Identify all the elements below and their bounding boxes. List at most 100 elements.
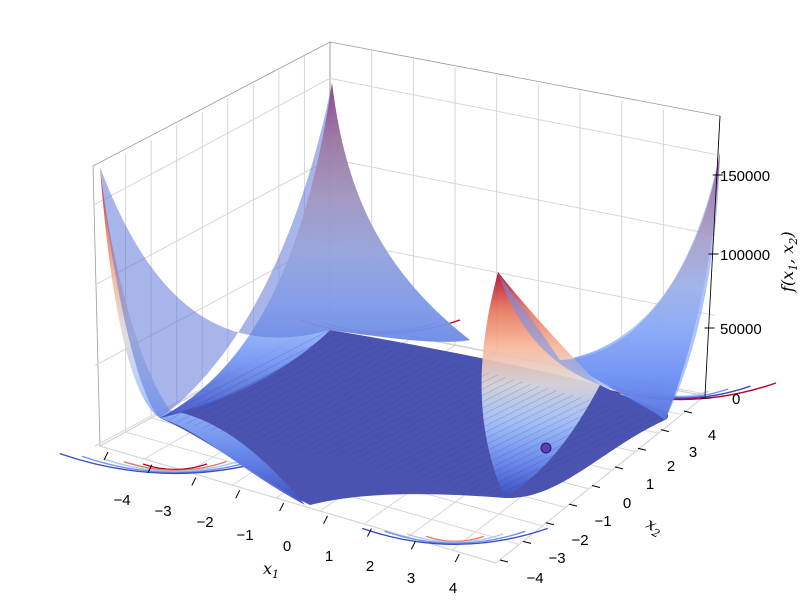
- x-tick-mark: [367, 528, 372, 537]
- surface-wire: [254, 354, 423, 441]
- x-tick-label: 3: [407, 570, 415, 587]
- x-tick-mark: [323, 515, 328, 525]
- surface-wire: [203, 341, 372, 429]
- surface-wire: [341, 377, 506, 461]
- surface-wire: [384, 388, 548, 471]
- surface-wire: [349, 379, 515, 463]
- surface-wire: [418, 397, 582, 479]
- surface-horn-left: [100, 167, 305, 505]
- y-tick-label: 2: [667, 458, 675, 475]
- y-axis-label: x2: [642, 514, 666, 541]
- floor-contour: [361, 527, 549, 546]
- surface-wire: [332, 374, 498, 459]
- surface-wire: [272, 359, 439, 445]
- wall-grid-line: [329, 238, 716, 316]
- z-tick-label: 150000: [720, 168, 770, 185]
- surface-wire: [297, 365, 465, 451]
- x-tick-mark: [103, 451, 109, 461]
- surface-wire: [453, 406, 615, 487]
- surface: [100, 83, 720, 505]
- z-tick-label: 50000: [720, 321, 762, 338]
- wall-grid-line: [329, 158, 716, 236]
- floor-contour: [384, 530, 526, 544]
- surface-wire: [177, 334, 347, 423]
- surface-wire: [194, 338, 364, 427]
- surface-wire: [487, 415, 649, 495]
- z-tick-label: 0: [732, 391, 740, 408]
- surface-wire: [220, 345, 389, 433]
- surface-wire: [410, 395, 573, 477]
- y-tick-label: −3: [548, 550, 565, 567]
- y-tick-label: 1: [646, 476, 654, 493]
- surface-wire: [263, 356, 431, 443]
- surface-wire: [185, 336, 356, 425]
- wall-grid-line: [329, 77, 716, 155]
- surface-wire: [427, 399, 590, 481]
- x-tick-label: −1: [236, 527, 253, 544]
- surface-wire: [375, 386, 540, 469]
- surface-wire: [444, 404, 607, 485]
- y-tick-mark: [568, 503, 578, 507]
- floor-contour: [123, 460, 227, 472]
- y-tick-mark: [614, 466, 624, 470]
- z-axis-label: f(x1, x2): [778, 231, 800, 293]
- surface-wire: [366, 383, 532, 467]
- surface-wire: [496, 417, 657, 497]
- z-tick-label: 100000: [720, 247, 770, 264]
- surface-wire: [168, 332, 339, 421]
- x-tick-mark: [454, 553, 460, 563]
- floor-contour: [406, 533, 504, 543]
- x-tick-label: 0: [283, 538, 291, 555]
- y-tick-label: 3: [689, 444, 697, 461]
- surface-wire: [323, 372, 490, 457]
- surface-wire: [401, 392, 565, 475]
- z-axis-line: [704, 115, 721, 397]
- surface-slope: [100, 83, 470, 418]
- floor-contour: [425, 535, 485, 543]
- y-tick-mark: [637, 447, 647, 451]
- surface-wire: [315, 370, 481, 455]
- y-tick-label: −4: [526, 570, 543, 587]
- surface-wire: [246, 352, 414, 439]
- x-tick-label: −3: [154, 503, 171, 520]
- x-tick-label: 2: [366, 558, 374, 575]
- y-tick-label: −1: [594, 513, 611, 530]
- x-tick-label: 4: [449, 580, 457, 597]
- surface-wire: [280, 361, 448, 447]
- surface-wire: [479, 413, 640, 493]
- surface-wire: [237, 350, 406, 437]
- x-tick-mark: [235, 490, 241, 499]
- x-tick-mark: [147, 464, 153, 473]
- x-tick-mark: [191, 477, 197, 486]
- surface-slope: [498, 152, 720, 420]
- y-tick-mark: [499, 559, 509, 563]
- y-tick-mark: [522, 540, 532, 544]
- surface-wire: [470, 410, 632, 491]
- y-tick-mark: [545, 522, 555, 526]
- y-tick-mark: [660, 429, 670, 433]
- x-tick-mark: [410, 541, 416, 550]
- surface-wire: [392, 390, 557, 473]
- minimum-marker: [540, 442, 552, 454]
- surface-wire: [159, 329, 331, 419]
- x-tick-label: −2: [196, 514, 213, 531]
- y-tick-mark: [683, 410, 693, 414]
- x-axis-label: x1: [263, 559, 279, 581]
- x-tick-mark: [279, 502, 285, 512]
- x-tick-label: −4: [113, 492, 130, 509]
- surface-wire: [435, 401, 599, 483]
- x-axis-ticks: −4 −3 −2 −1 0 1 2 3 4: [103, 451, 460, 597]
- x-tick-label: 1: [325, 548, 333, 565]
- floor-contour: [104, 458, 246, 472]
- surface-wire: [211, 343, 381, 431]
- z-axis-ticks: 0 50000 100000 150000: [700, 115, 770, 408]
- surface-wire: [228, 347, 398, 435]
- y-tick-label: 0: [623, 495, 631, 512]
- surface-wire: [289, 363, 456, 449]
- y-tick-label: −2: [571, 532, 588, 549]
- surface-horn-front: [481, 272, 600, 498]
- floor-contour: [142, 463, 208, 471]
